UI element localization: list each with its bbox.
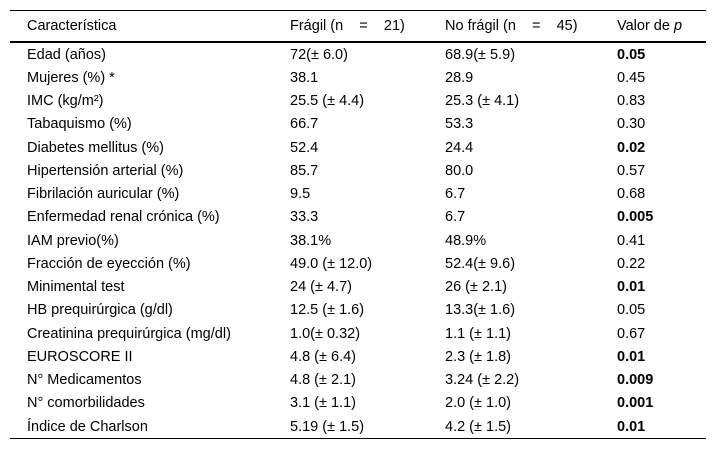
cell-no-fragil-value: 80.0 (445, 162, 474, 179)
table-header-row: Característica Frágil (n = 21) No frágil… (10, 10, 706, 43)
cell-p-value: 0.57 (617, 162, 646, 179)
table-row: Creatinina prequirúrgica (mg/dl) 1.0(± 0… (10, 322, 706, 345)
table-row: IAM previo(%) 38.1% 48.9% 0.41 (10, 229, 706, 252)
table-row: N° comorbilidades 3.1 (± 1.1) 2.0 (± 1.0… (10, 392, 706, 415)
column-header-fragil: Frágil (n = 21) (290, 18, 405, 34)
cell-no-fragil-value: 3.24 (± 2.2) (445, 372, 520, 389)
cell-p-value: 0.05 (617, 302, 646, 319)
valor-de-label: Valor de (617, 18, 674, 34)
cell-fragil-value: 49.0 (± 12.0) (290, 255, 373, 272)
cell-no-fragil-value: 24.4 (445, 139, 474, 156)
cell-no-fragil-value: 6.7 (445, 209, 466, 226)
cell-no-fragil-value: 6.7 (445, 186, 466, 203)
cell-caracteristica: N° Medicamentos (27, 372, 142, 389)
cell-fragil-value: 1.0(± 0.32) (290, 325, 361, 342)
table-row: Edad (años) 72(± 6.0) 68.9(± 5.9) 0.05 (10, 42, 706, 66)
cell-p-value: 0.22 (617, 255, 646, 272)
cell-no-fragil-value: 2.3 (± 1.8) (445, 348, 511, 365)
cell-p-value: 0.01 (617, 348, 646, 365)
table-body: Edad (años) 72(± 6.0) 68.9(± 5.9) 0.05 M… (10, 42, 706, 439)
cell-caracteristica: Índice de Charlson (27, 418, 148, 435)
cell-fragil-value: 66.7 (290, 116, 319, 133)
cell-p-value: 0.68 (617, 186, 646, 203)
cell-no-fragil-value: 52.4(± 9.6) (445, 255, 516, 272)
table-row: Enfermedad renal crónica (%) 33.3 6.7 0.… (10, 206, 706, 229)
table-row: Índice de Charlson 5.19 (± 1.5) 4.2 (± 1… (10, 415, 706, 439)
cell-caracteristica: Edad (años) (27, 46, 106, 63)
cell-fragil-value: 85.7 (290, 162, 319, 179)
cell-caracteristica: EUROSCORE II (27, 348, 133, 365)
table-row: Tabaquismo (%) 66.7 53.3 0.30 (10, 113, 706, 136)
cell-p-value: 0.001 (617, 395, 654, 412)
cell-caracteristica: Fibrilación auricular (%) (27, 186, 180, 203)
cell-caracteristica: Enfermedad renal crónica (%) (27, 209, 220, 226)
table-row: Mujeres (%) * 38.1 28.9 0.45 (10, 66, 706, 89)
cell-caracteristica: Tabaquismo (%) (27, 116, 132, 133)
cell-no-fragil-value: 4.2 (± 1.5) (445, 418, 511, 435)
cell-caracteristica: Hipertensión arterial (%) (27, 162, 184, 179)
cell-no-fragil-value: 1.1 (± 1.1) (445, 325, 511, 342)
column-header-caracteristica: Característica (27, 18, 117, 34)
cell-p-value: 0.02 (617, 139, 646, 156)
cell-no-fragil-value: 25.3 (± 4.1) (445, 93, 520, 110)
cell-caracteristica: N° comorbilidades (27, 395, 145, 412)
cell-no-fragil-value: 26 (± 2.1) (445, 279, 507, 296)
cell-no-fragil-value: 2.0 (± 1.0) (445, 395, 511, 412)
cell-fragil-value: 4.8 (± 6.4) (290, 348, 356, 365)
cell-p-value: 0.67 (617, 325, 646, 342)
cell-caracteristica: Creatinina prequirúrgica (mg/dl) (27, 325, 231, 342)
characteristics-table: Característica Frágil (n = 21) No frágil… (10, 10, 706, 440)
cell-fragil-value: 38.1 (290, 69, 319, 86)
cell-p-value: 0.83 (617, 93, 646, 110)
cell-p-value: 0.05 (617, 46, 646, 63)
table-row: EUROSCORE II 4.8 (± 6.4) 2.3 (± 1.8) 0.0… (10, 345, 706, 368)
cell-fragil-value: 9.5 (290, 186, 311, 203)
table-row: Minimental test 24 (± 4.7) 26 (± 2.1) 0.… (10, 276, 706, 299)
cell-p-value: 0.01 (617, 418, 646, 435)
table-row: Diabetes mellitus (%) 52.4 24.4 0.02 (10, 136, 706, 159)
cell-p-value: 0.30 (617, 116, 646, 133)
table-row: Fracción de eyección (%) 49.0 (± 12.0) 5… (10, 252, 706, 275)
p-symbol: p (673, 18, 683, 34)
cell-p-value: 0.009 (617, 372, 654, 389)
cell-no-fragil-value: 13.3(± 1.6) (445, 302, 516, 319)
cell-caracteristica: IAM previo(%) (27, 232, 119, 249)
cell-p-value: 0.41 (617, 232, 646, 249)
table-header: Característica Frágil (n = 21) No frágil… (10, 10, 706, 43)
cell-fragil-value: 24 (± 4.7) (290, 279, 352, 296)
cell-fragil-value: 38.1% (290, 232, 332, 249)
cell-fragil-value: 5.19 (± 1.5) (290, 418, 365, 435)
table-row: N° Medicamentos 4.8 (± 2.1) 3.24 (± 2.2)… (10, 369, 706, 392)
cell-fragil-value: 25.5 (± 4.4) (290, 93, 365, 110)
cell-caracteristica: IMC (kg/m²) (27, 93, 104, 110)
cell-fragil-value: 52.4 (290, 139, 319, 156)
cell-fragil-value: 72(± 6.0) (290, 46, 348, 63)
cell-p-value: 0.005 (617, 209, 654, 226)
cell-caracteristica: Fracción de eyección (%) (27, 255, 191, 272)
column-header-valor-p: Valor de p (617, 11, 706, 43)
cell-fragil-value: 12.5 (± 1.6) (290, 302, 365, 319)
cell-p-value: 0.01 (617, 279, 646, 296)
cell-no-fragil-value: 48.9% (445, 232, 487, 249)
cell-fragil-value: 33.3 (290, 209, 319, 226)
cell-fragil-value: 4.8 (± 2.1) (290, 372, 356, 389)
cell-caracteristica: Mujeres (%) * (27, 69, 115, 86)
cell-fragil-value: 3.1 (± 1.1) (290, 395, 356, 412)
table-row: Hipertensión arterial (%) 85.7 80.0 0.57 (10, 159, 706, 182)
cell-no-fragil-value: 28.9 (445, 69, 474, 86)
cell-caracteristica: Minimental test (27, 279, 125, 296)
table-row: HB prequirúrgica (g/dl) 12.5 (± 1.6) 13.… (10, 299, 706, 322)
cell-no-fragil-value: 53.3 (445, 116, 474, 133)
table-row: Fibrilación auricular (%) 9.5 6.7 0.68 (10, 183, 706, 206)
cell-no-fragil-value: 68.9(± 5.9) (445, 46, 516, 63)
table-row: IMC (kg/m²) 25.5 (± 4.4) 25.3 (± 4.1) 0.… (10, 90, 706, 113)
cell-caracteristica: HB prequirúrgica (g/dl) (27, 302, 173, 319)
column-header-no-fragil: No frágil (n = 45) (445, 18, 578, 34)
cell-p-value: 0.45 (617, 69, 646, 86)
cell-caracteristica: Diabetes mellitus (%) (27, 139, 164, 156)
